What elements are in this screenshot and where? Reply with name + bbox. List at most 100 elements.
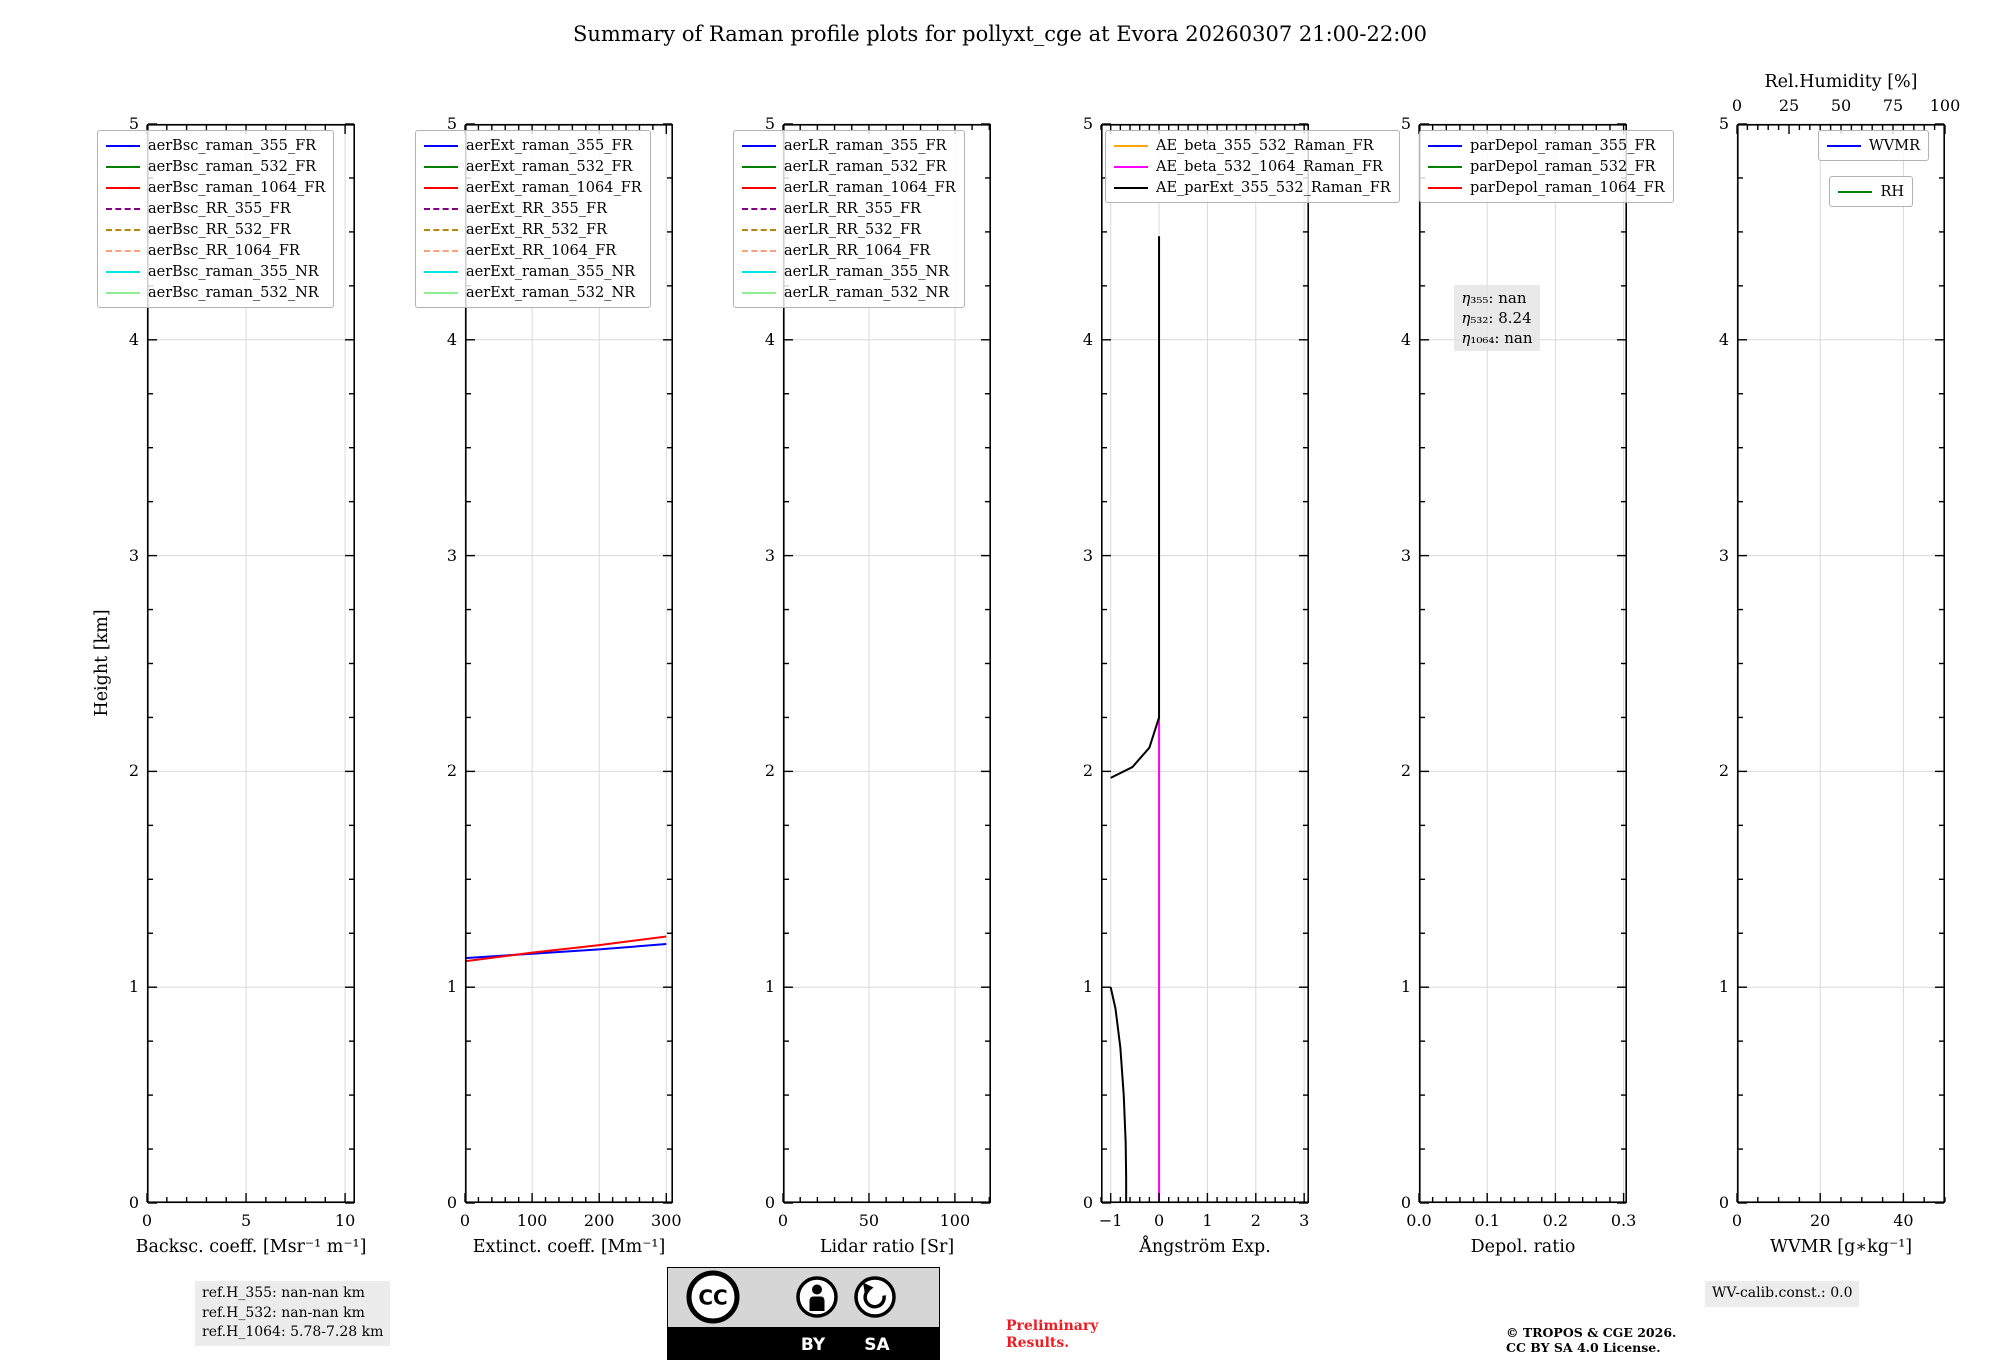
axes-angstroem: [1100, 123, 1309, 1204]
figure-title: Summary of Raman profile plots for polly…: [572, 22, 1428, 46]
legend-line-sample: [742, 144, 776, 147]
tick-label-y: 1: [1082, 977, 1093, 997]
series-AE_parExt_355_532_Raman_FR_lower: [1109, 986, 1128, 1203]
tick-label-x: −1: [1098, 1211, 1123, 1230]
legend-entry: parDepol_raman_1064_FR: [1428, 177, 1665, 198]
tick-label-top: 75: [1882, 96, 1904, 115]
ref-h-532-text: ref.H_532: nan-nan km: [202, 1304, 365, 1321]
preliminary-line-1: Preliminary: [1006, 1318, 1099, 1334]
legend-label: aerExt_raman_1064_FR: [466, 179, 642, 196]
tick-label-y: 2: [128, 761, 139, 781]
legend-line-sample: [1428, 144, 1462, 147]
legend-label: AE_beta_532_1064_Raman_FR: [1156, 158, 1383, 175]
tick-label-y: 0: [1400, 1193, 1411, 1212]
legend-entry: aerLR_raman_355_NR: [742, 261, 956, 282]
eta-annotation-line: η₁₀₆₄: nan: [1461, 328, 1533, 347]
legend-label: aerExt_raman_532_NR: [466, 284, 636, 301]
legend-entry: parDepol_raman_355_FR: [1428, 135, 1665, 156]
x-axis-label: Backsc. coeff. [Msr⁻¹ m⁻¹]: [135, 1237, 367, 1257]
tick-label-y: 2: [1718, 761, 1729, 781]
legend-entry: aerBsc_RR_1064_FR: [106, 240, 325, 261]
legend-label: parDepol_raman_355_FR: [1470, 137, 1656, 154]
tick-label-y: 0: [1082, 1193, 1093, 1212]
legend-line-sample: [742, 291, 776, 294]
legend-line-sample: [106, 291, 140, 294]
legend-line-sample: [742, 186, 776, 189]
tick-label-y: 3: [1082, 545, 1093, 565]
tick-label-x: 200: [583, 1211, 615, 1230]
series-aerExt_raman_355_FR: [464, 943, 667, 960]
legend-label: parDepol_raman_1064_FR: [1470, 179, 1665, 196]
axes-backscatter: [146, 123, 355, 1204]
legend-line-sample: [424, 144, 458, 147]
legend-entry: AE_parExt_355_532_Raman_FR: [1114, 177, 1391, 198]
tick-label-y: 1: [1718, 977, 1729, 997]
legend-label: aerBsc_RR_1064_FR: [148, 242, 300, 259]
tick-label-y: 0: [128, 1193, 139, 1212]
cc-sa-label: SA: [864, 1335, 890, 1355]
legend-line-sample: [424, 165, 458, 168]
legend-line-sample: [106, 270, 140, 273]
legend-label: parDepol_raman_532_FR: [1470, 158, 1656, 175]
legend-line-sample: [1838, 190, 1873, 193]
tick-label-y: 3: [1718, 545, 1729, 565]
tick-label-x: 0: [777, 1211, 789, 1230]
axes-frame: [1737, 124, 1945, 1204]
share-alike-arrow-icon: [854, 1276, 896, 1318]
legend-label: aerBsc_RR_355_FR: [148, 200, 291, 217]
tick-label-x: 1: [1202, 1211, 1213, 1230]
tick-label-y: 2: [446, 761, 457, 781]
tick-label-y: 3: [128, 545, 139, 565]
attribution-person-icon: [796, 1276, 838, 1318]
legend-label: aerBsc_raman_355_NR: [148, 263, 319, 280]
tick-label-y: 4: [1400, 329, 1411, 349]
cc-logo-text: CC: [698, 1286, 727, 1310]
tick-label-x: 20: [1810, 1211, 1831, 1230]
legend-label: aerBsc_raman_1064_FR: [148, 179, 326, 196]
legend-box: aerLR_raman_355_FR aerLR_raman_532_FR aerL…: [733, 130, 965, 308]
legend-line-sample: [424, 186, 458, 189]
tick-label-y: 0: [1718, 1193, 1729, 1212]
tick-label-x: 0.0: [1406, 1211, 1432, 1230]
legend-label: aerLR_raman_355_NR: [784, 263, 950, 280]
legend-entry: aerBsc_raman_1064_FR: [106, 177, 325, 198]
legend-line-sample: [424, 207, 458, 210]
tick-label-x: 0.1: [1474, 1211, 1500, 1230]
legend-line-sample: [424, 270, 458, 273]
tick-label-x: 100: [516, 1211, 548, 1230]
x-axis-label: Extinct. coeff. [Mm⁻¹]: [472, 1237, 666, 1257]
tick-label-y: 0: [446, 1193, 457, 1212]
tick-label-top: 50: [1830, 96, 1852, 115]
ref-h-355-text: ref.H_355: nan-nan km: [202, 1285, 365, 1301]
legend-entry: aerLR_raman_355_FR: [742, 135, 956, 156]
legend-line-sample: [1114, 165, 1148, 168]
tick-label-y: 1: [764, 977, 775, 997]
legend-entry: aerBsc_RR_355_FR: [106, 198, 325, 219]
legend-entry: aerLR_RR_355_FR: [742, 198, 956, 219]
legend-label: aerExt_raman_355_FR: [466, 137, 633, 154]
legend-entry: aerLR_raman_532_NR: [742, 282, 956, 303]
tick-label-y: 2: [764, 761, 775, 781]
legend-box: WVMR: [1817, 130, 1929, 161]
legend-label: aerExt_RR_532_FR: [466, 221, 607, 238]
tick-label-y: 3: [1400, 545, 1411, 565]
tick-label-x: 5: [240, 1211, 252, 1230]
legend-line-sample: [1114, 186, 1148, 189]
legend-label: aerLR_RR_355_FR: [784, 200, 921, 217]
wv-calib-box: WV-calib.const.: 0.0: [1705, 1281, 1860, 1307]
top-axis-label: Rel.Humidity [%]: [1764, 72, 1918, 92]
tick-label-top: 0: [1731, 96, 1743, 115]
tick-label-y: 5: [764, 114, 775, 133]
tick-label-y: 0: [764, 1193, 775, 1212]
cc-by-sa-badge: CC BY SA: [667, 1267, 940, 1360]
legend-entry: aerExt_raman_532_NR: [424, 282, 642, 303]
legend-entry: aerExt_RR_532_FR: [424, 219, 642, 240]
legend-label: aerLR_RR_532_FR: [784, 221, 921, 238]
legend-label: aerBsc_raman_355_FR: [148, 137, 317, 154]
tick-label-x: 0: [1153, 1211, 1165, 1230]
legend-line-sample: [1428, 186, 1462, 189]
legend-label: aerExt_RR_1064_FR: [466, 242, 617, 259]
tick-label-x: 40: [1893, 1211, 1914, 1230]
legend-entry: aerExt_raman_355_FR: [424, 135, 642, 156]
tick-label-y: 5: [1400, 114, 1411, 133]
